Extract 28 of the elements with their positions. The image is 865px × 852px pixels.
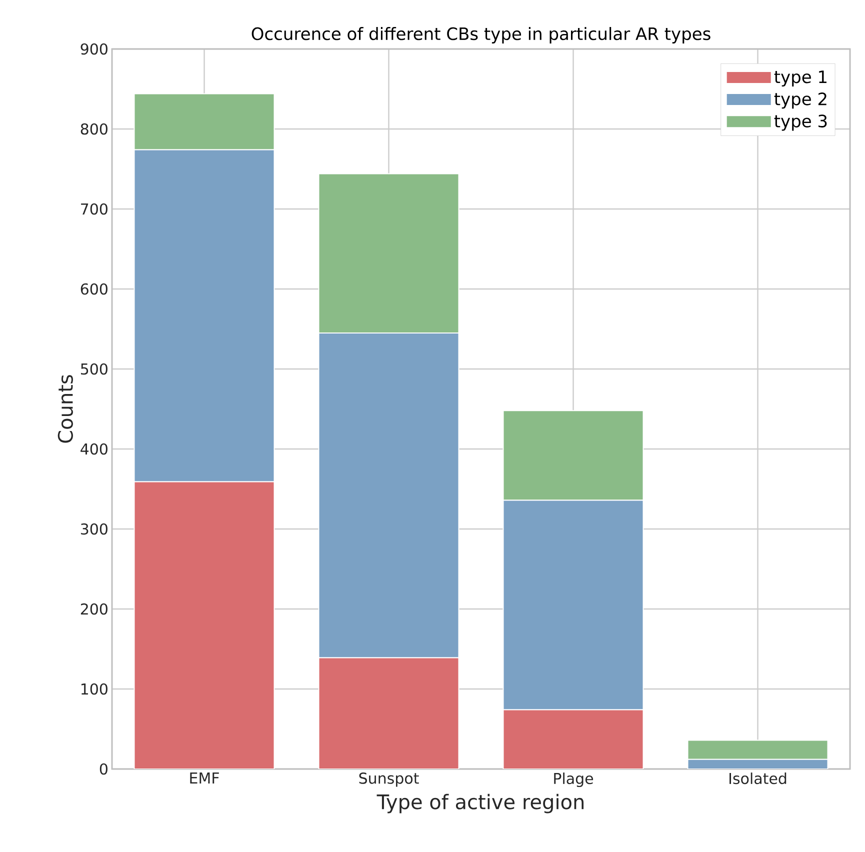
bar [502,410,644,501]
x-tick-label: Sunspot [359,772,419,787]
legend-label: type 3 [774,114,827,131]
y-tick-label: 500 [80,363,108,375]
bar [134,149,275,482]
x-tick-label: EMF [190,772,219,784]
x-tick-label: Isolated [730,772,786,784]
y-tick-label: 400 [80,443,108,455]
bar [502,709,644,769]
chart-title: Occurence of different CBs type in particular AR types [252,27,710,44]
bar [318,332,460,658]
x-tick-label: Plage [554,772,594,788]
y-tick-label: 700 [81,203,108,215]
y-axis-title: Counts [58,375,73,443]
y-tick-label: 0 [100,763,108,775]
legend-label: type 2 [774,92,826,109]
y-tick-label: 800 [80,123,108,135]
legend-label: type 1 [774,70,826,87]
y-tick-label: 900 [80,43,108,55]
bar [502,500,644,710]
y-tick-label: 200 [80,603,108,615]
y-tick-label: 300 [80,523,108,535]
x-axis-title: Type of active region [376,794,584,814]
y-tick-label: 600 [80,283,108,295]
bar [134,481,275,769]
y-tick-label: 100 [81,683,108,695]
bar [318,173,460,334]
bar [318,657,460,769]
